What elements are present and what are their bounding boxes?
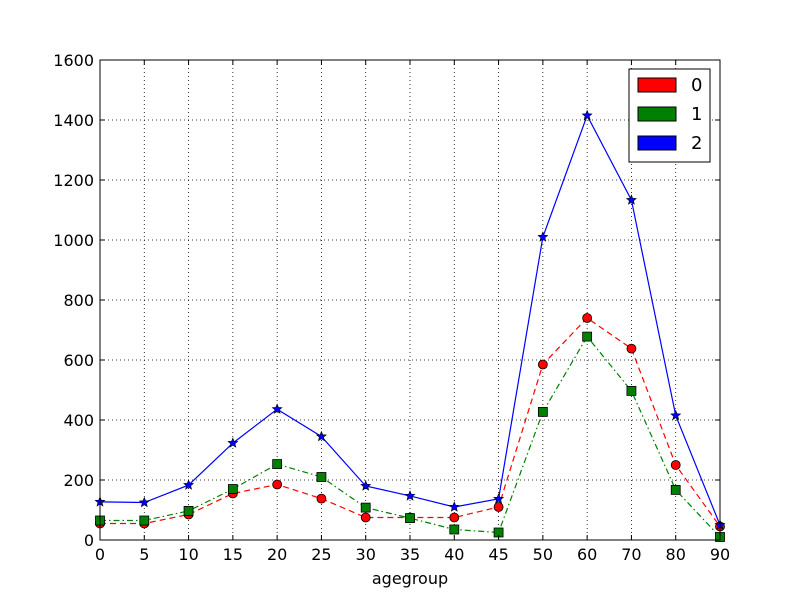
series-0-point	[626, 343, 637, 354]
series-0-point	[537, 359, 548, 370]
series-2-point	[315, 430, 327, 442]
series-0-point	[360, 512, 371, 523]
series-0-point	[272, 479, 283, 490]
x-tick-label: 5	[139, 545, 149, 564]
series-2-point	[625, 194, 637, 205]
legend-label-0: 0	[691, 75, 702, 96]
series-2-point	[404, 490, 416, 501]
series-1-point	[183, 505, 194, 516]
legend-label-1: 1	[691, 104, 702, 125]
legend: 0 1 2	[628, 68, 711, 163]
series-1-point	[316, 472, 327, 482]
series-2-point	[670, 409, 682, 421]
series-2-point	[183, 479, 195, 490]
x-tick-label: 50	[533, 545, 553, 564]
y-tick-label: 400	[63, 411, 94, 430]
y-tick-label: 1400	[53, 111, 94, 130]
x-tick-label: 45	[488, 545, 508, 564]
y-tick-label: 600	[63, 351, 94, 370]
legend-swatch-2	[637, 135, 677, 151]
x-tick-label: 30	[356, 545, 376, 564]
x-tick-label: 15	[223, 545, 243, 564]
series-0-point	[670, 460, 681, 470]
series-1-point	[449, 524, 460, 535]
y-tick-label: 1600	[53, 51, 94, 70]
series-1-point	[227, 484, 238, 494]
x-tick-label: 90	[710, 545, 730, 564]
series-2-point	[448, 501, 460, 512]
y-tick-label: 1000	[53, 231, 94, 250]
x-axis-label: agegroup	[372, 569, 448, 588]
x-tick-label: 25	[311, 545, 331, 564]
x-tick-label: 20	[267, 545, 287, 564]
series-2-point	[271, 403, 283, 414]
x-tick-label: 80	[666, 545, 686, 564]
series-1-point	[626, 385, 637, 396]
series-1-point	[537, 406, 548, 417]
legend-label-2: 2	[691, 133, 702, 154]
axis-ticks	[99, 59, 721, 541]
x-tick-label: 35	[400, 545, 420, 564]
series-0-point	[449, 512, 460, 523]
y-tick-label: 0	[84, 531, 94, 550]
series-0-point	[493, 502, 504, 512]
series-2-point	[581, 109, 593, 121]
x-tick-label: 40	[444, 545, 464, 564]
x-tick-label: 10	[178, 545, 198, 564]
x-tick-label: 70	[621, 545, 641, 564]
x-tick-label: 60	[577, 545, 597, 564]
y-tick-label: 800	[63, 291, 94, 310]
series-0-point	[582, 313, 593, 323]
grid-lines	[99, 59, 721, 541]
y-tick-label: 1200	[53, 171, 94, 190]
series-2-point	[227, 437, 239, 448]
tick-labels: 0 5 10 15 20 25 30 35 40 45 50 60 70 80 90020040060080…	[53, 51, 730, 564]
legend-swatch-0	[637, 77, 677, 93]
series-1-point	[670, 484, 681, 495]
y-tick-label: 200	[63, 471, 94, 490]
series-1-point	[272, 459, 283, 470]
series-2-point	[138, 496, 150, 508]
series-1-point	[582, 331, 593, 342]
series-0-point	[316, 493, 327, 504]
legend-swatch-1	[637, 106, 677, 122]
series-2-point	[360, 480, 372, 491]
series-2-point	[537, 231, 549, 242]
x-tick-label: 0	[95, 545, 105, 564]
series-1-point	[139, 515, 150, 526]
series-1-point	[405, 513, 415, 523]
series-1-point	[360, 502, 371, 513]
series-2-point	[493, 493, 505, 504]
